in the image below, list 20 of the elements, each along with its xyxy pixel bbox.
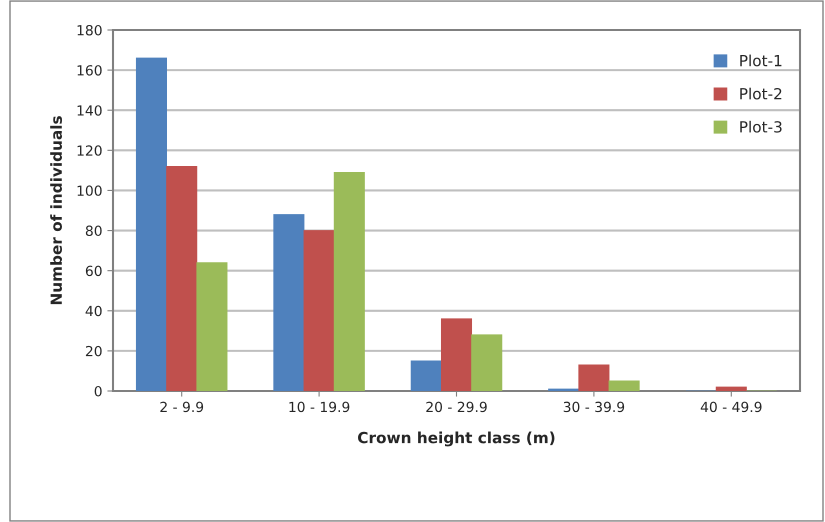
y-tick-label: 80 [86,226,102,236]
x-tick-label: 30 - 39.9 [564,402,624,412]
y-tick-label: 160 [78,65,102,76]
y-tick-label: 0 [94,386,102,396]
x-tick-label: 20 - 29.9 [426,402,487,412]
legend-label: Plot-2 [740,88,782,100]
y-axis-title: Number of individuals [50,116,62,304]
x-tick-label: 10 - 19.9 [289,402,350,412]
y-tick-label: 60 [86,266,102,276]
y-tick-label: 100 [78,185,102,196]
y-tick-label: 120 [78,145,102,156]
legend-label: Plot-3 [740,120,782,133]
x-axis-title: Crown height class (m) [358,432,554,446]
x-tick-label: 2 - 9.9 [160,402,204,412]
y-tick-label: 140 [78,105,102,116]
legend-label: Plot-1 [740,54,782,66]
x-tick-label: 40 - 49.9 [700,402,762,412]
y-tick-label: 20 [86,346,102,356]
y-tick-label: 40 [86,306,102,316]
y-tick-label: 180 [78,24,102,36]
